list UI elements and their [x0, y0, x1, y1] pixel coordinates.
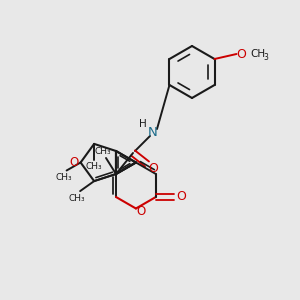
Text: CH₃: CH₃: [69, 194, 86, 202]
Text: CH₃: CH₃: [95, 146, 111, 155]
Text: O: O: [148, 163, 158, 176]
Text: O: O: [69, 156, 78, 169]
Text: CH₃: CH₃: [55, 173, 72, 182]
Text: CH: CH: [250, 49, 266, 59]
Text: N: N: [148, 127, 158, 140]
Text: 3: 3: [263, 52, 268, 62]
Text: O: O: [237, 47, 247, 61]
Text: CH₃: CH₃: [86, 162, 102, 171]
Text: O: O: [176, 190, 186, 203]
Text: H: H: [139, 119, 147, 129]
Text: O: O: [136, 205, 146, 218]
